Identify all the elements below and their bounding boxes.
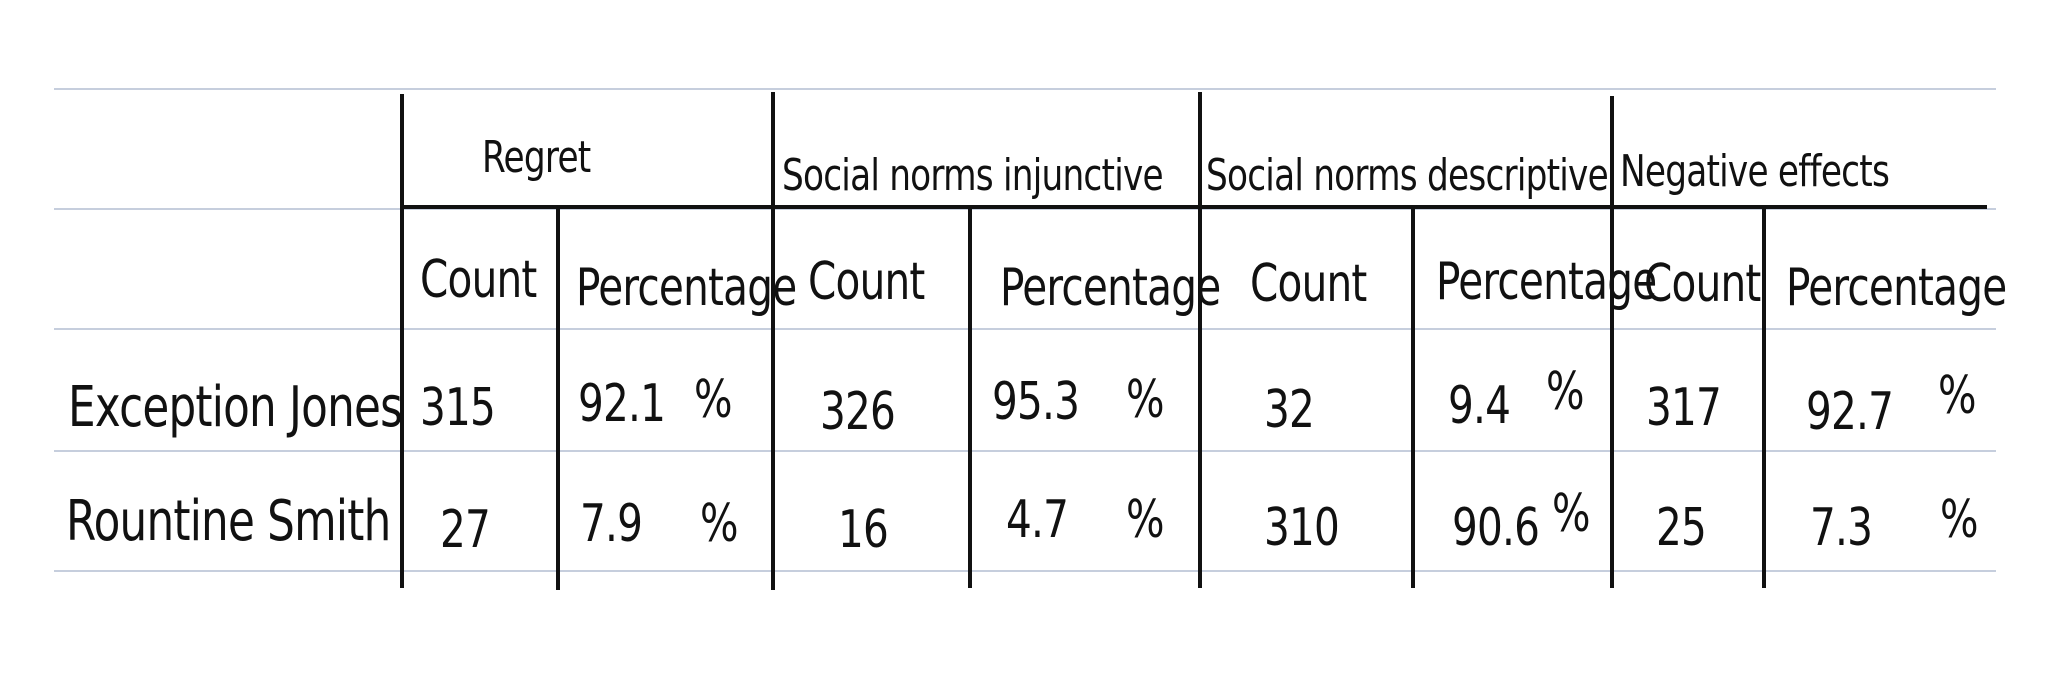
percent-sign: % <box>1126 370 1165 430</box>
percentage-value: 4.7 <box>1006 490 1069 550</box>
percent-sign: % <box>1126 490 1165 550</box>
percentage-value: 9.4 <box>1448 376 1511 436</box>
count-value: 310 <box>1264 498 1340 558</box>
row-header: Exception Jones <box>68 375 403 440</box>
header-underline <box>402 205 1987 209</box>
count-value: 27 <box>440 500 491 560</box>
count-value: 16 <box>838 500 889 560</box>
percent-sign: % <box>700 494 739 554</box>
percent-sign: % <box>1938 366 1977 426</box>
ruled-line <box>54 328 1996 330</box>
subheader-percentage: Percentage <box>1000 258 1221 318</box>
percentage-value: 7.3 <box>1810 498 1873 558</box>
ruled-line <box>54 88 1996 90</box>
subheader-percentage: Percentage <box>1786 258 2007 318</box>
percentage-value: 90.6 <box>1452 498 1540 558</box>
group-header-negative-effects: Negative effects <box>1620 146 1890 197</box>
subheader-percentage: Percentage <box>576 258 797 318</box>
percent-sign: % <box>694 370 733 430</box>
column-divider <box>968 206 972 588</box>
count-value: 32 <box>1264 380 1315 440</box>
count-value: 326 <box>820 382 896 442</box>
ruled-line <box>54 450 1996 452</box>
percentage-value: 7.9 <box>580 494 643 554</box>
subheader-count: Count <box>1250 254 1367 314</box>
column-divider <box>400 94 404 588</box>
subheader-percentage: Percentage <box>1436 252 1657 312</box>
column-divider <box>771 92 775 590</box>
percentage-value: 95.3 <box>992 372 1080 432</box>
percentage-value: 92.7 <box>1806 382 1894 442</box>
ruled-line <box>54 208 1996 210</box>
group-header-social-norms-injunctive: Social norms injunctive <box>782 150 1164 201</box>
column-divider <box>1610 96 1614 588</box>
percent-sign: % <box>1546 362 1585 422</box>
subheader-count: Count <box>808 252 925 312</box>
subheader-count: Count <box>1644 254 1761 314</box>
percentage-value: 92.1 <box>578 374 666 434</box>
column-divider <box>556 206 560 590</box>
group-header-regret: Regret <box>482 132 591 183</box>
column-divider <box>1411 206 1415 588</box>
column-divider <box>1762 206 1766 588</box>
subheader-count: Count <box>420 250 537 310</box>
count-value: 25 <box>1656 498 1707 558</box>
ruled-line <box>54 570 1996 572</box>
percent-sign: % <box>1940 490 1979 550</box>
group-header-social-norms-descriptive: Social norms descriptive <box>1206 150 1609 201</box>
count-value: 315 <box>420 378 496 438</box>
row-header: Rountine Smith <box>66 489 391 554</box>
count-value: 317 <box>1646 378 1722 438</box>
column-divider <box>1198 92 1202 588</box>
percent-sign: % <box>1552 484 1591 544</box>
